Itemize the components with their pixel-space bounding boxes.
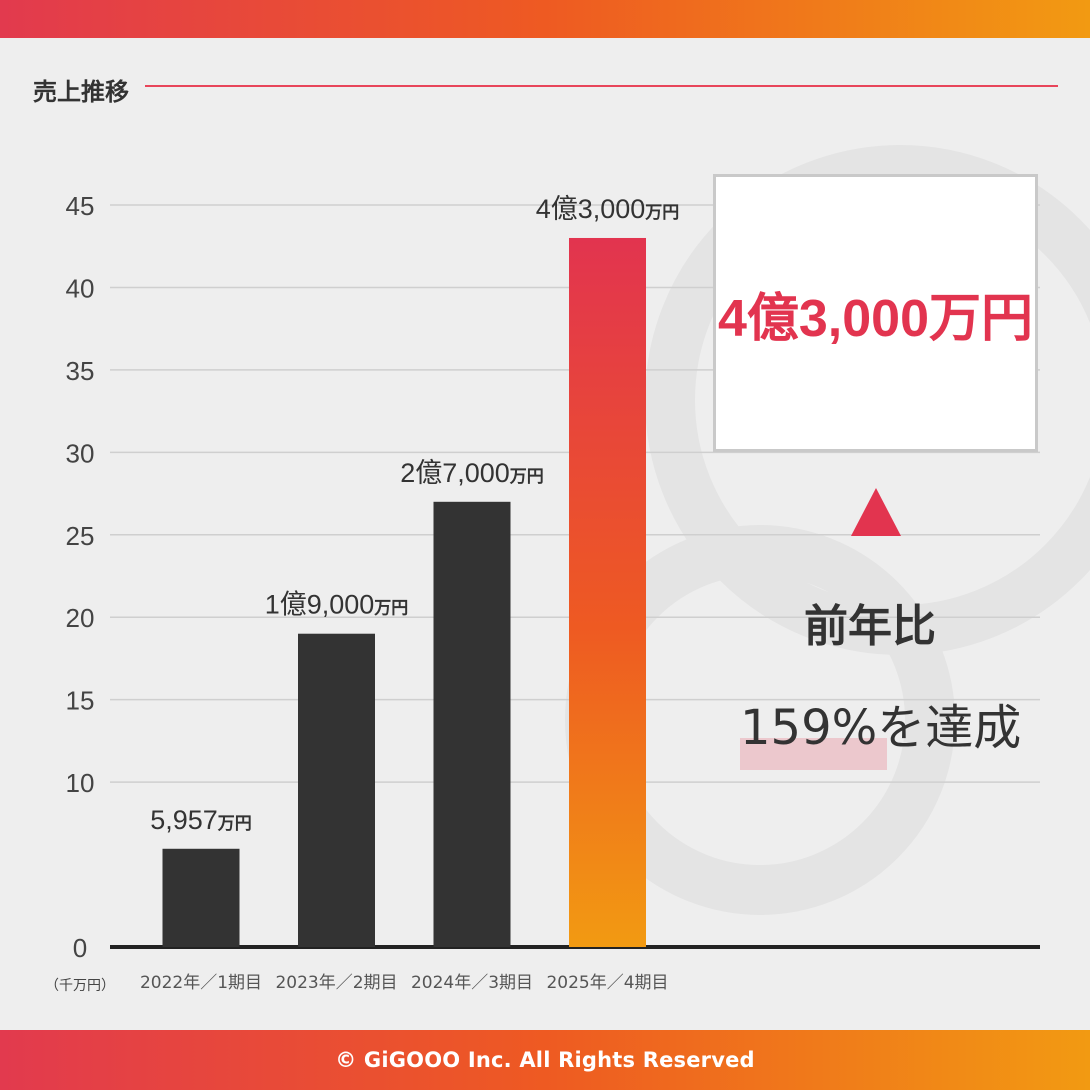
y-tick-label: 10 <box>66 768 95 798</box>
callout-value: 4億3,000万円 <box>717 289 1034 348</box>
x-tick-label: 2023年／2期目 <box>275 973 397 993</box>
bar <box>569 237 646 947</box>
sales-bar-chart: 5,957万円 1億9,000万円 2億7,000万円 4億3,000万円 2022年… <box>45 191 1040 994</box>
x-tick-label: 2022年／1期目 <box>140 973 262 993</box>
bar <box>433 501 511 947</box>
bar-value-label: 4億3,000万円 <box>536 194 680 224</box>
y-tick-label: 40 <box>66 273 95 303</box>
y-tick-label: 0 <box>73 933 87 963</box>
bar-value-label: 1億9,000万円 <box>265 590 409 620</box>
yoy-label: 前年比 <box>804 601 936 652</box>
top-gradient-bar <box>0 0 1090 38</box>
y-axis-unit: （千万円） <box>45 978 115 994</box>
bar <box>298 633 375 947</box>
bar <box>162 848 240 947</box>
footer-bar: © GiGOOO Inc. All Rights Reserved <box>0 1030 1090 1090</box>
y-tick-label: 25 <box>66 521 95 551</box>
y-tick-label: 45 <box>66 191 95 221</box>
footer-copyright: © GiGOOO Inc. All Rights Reserved <box>335 1048 755 1072</box>
x-tick-label: 2024年／3期目 <box>411 973 533 993</box>
section-title: 売上推移 <box>33 78 129 106</box>
highlight-callout-box: 4億3,000万円 <box>713 174 1038 452</box>
y-tick-label: 20 <box>66 603 95 633</box>
y-tick-label: 30 <box>66 438 95 468</box>
title-divider <box>145 85 1058 87</box>
yoy-achievement: 159%を達成 <box>740 700 1022 756</box>
y-tick-label: 15 <box>66 686 95 716</box>
bar-value-label: 2億7,000万円 <box>400 458 544 488</box>
x-tick-label: 2025年／4期目 <box>546 973 668 993</box>
up-triangle-icon <box>851 488 901 536</box>
bar-value-label: 5,957万円 <box>150 805 252 835</box>
yoy-highlight-marker <box>740 738 887 770</box>
y-tick-label: 35 <box>66 356 95 386</box>
